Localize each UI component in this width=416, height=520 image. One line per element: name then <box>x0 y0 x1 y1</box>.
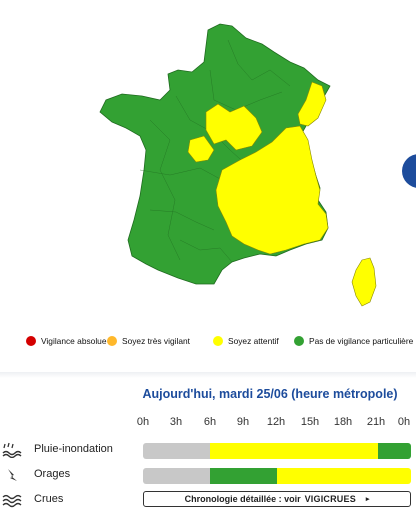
corsica <box>351 257 377 307</box>
timeline-segment <box>143 468 210 484</box>
timeline-title: Aujourd'hui, mardi 25/06 (heure métropol… <box>142 387 398 401</box>
yellow-dot-icon <box>213 336 223 346</box>
row-label-crues: Crues <box>34 493 64 505</box>
vigicrues-link[interactable]: Chronologie détaillée : voir VIGICRUES ▸ <box>143 491 411 507</box>
vigilance-map <box>0 0 416 372</box>
hour-label: 0h <box>397 416 411 428</box>
hour-label: 15h <box>300 416 320 428</box>
timeline-segment <box>210 468 277 484</box>
hour-label: 9h <box>236 416 250 428</box>
orange-dot-icon <box>107 336 117 346</box>
hour-label: 3h <box>169 416 183 428</box>
timeline-segment <box>143 443 210 459</box>
separator <box>0 372 416 378</box>
yellow-zone-east <box>297 81 327 127</box>
chrono-text: Chronologie détaillée : voir <box>184 494 301 504</box>
legend-label: Vigilance absolue <box>41 336 107 346</box>
carousel-next-button[interactable] <box>402 154 416 188</box>
legend: Vigilance absolue Soyez très vigilant So… <box>0 332 416 352</box>
timeline-segment <box>277 468 411 484</box>
waves-icon <box>2 494 22 508</box>
row-label-orages: Orages <box>34 468 71 480</box>
hour-label: 18h <box>333 416 353 428</box>
legend-item-attentive: Soyez attentif <box>213 336 279 346</box>
legend-label: Pas de vigilance particulière <box>309 336 414 346</box>
rain-flood-icon <box>2 442 22 458</box>
timeline-bar-orages <box>143 468 411 484</box>
yellow-zone-southeast <box>215 125 329 255</box>
green-dot-icon <box>294 336 304 346</box>
hour-label: 6h <box>203 416 217 428</box>
hour-label: 12h <box>266 416 286 428</box>
yellow-zone-north <box>205 103 263 151</box>
red-dot-icon <box>26 336 36 346</box>
legend-label: Soyez attentif <box>228 336 279 346</box>
hour-label: 21h <box>366 416 386 428</box>
legend-label: Soyez très vigilant <box>122 336 190 346</box>
legend-item-very-vigilant: Soyez très vigilant <box>107 336 190 346</box>
arrow-right-icon: ▸ <box>365 496 370 503</box>
yellow-zone-center <box>187 135 215 163</box>
legend-item-absolute: Vigilance absolue <box>26 336 107 346</box>
timeline-segment <box>377 443 411 459</box>
lightning-icon <box>8 469 17 481</box>
france-map[interactable] <box>0 0 416 372</box>
vigicrues-logo: VIGICRUES <box>304 494 356 504</box>
timeline-segment <box>210 443 378 459</box>
row-label-pluie: Pluie-inondation <box>34 443 113 455</box>
hour-label: 0h <box>136 416 150 428</box>
legend-item-none: Pas de vigilance particulière <box>294 336 413 346</box>
timeline-bar-pluie <box>143 443 411 459</box>
